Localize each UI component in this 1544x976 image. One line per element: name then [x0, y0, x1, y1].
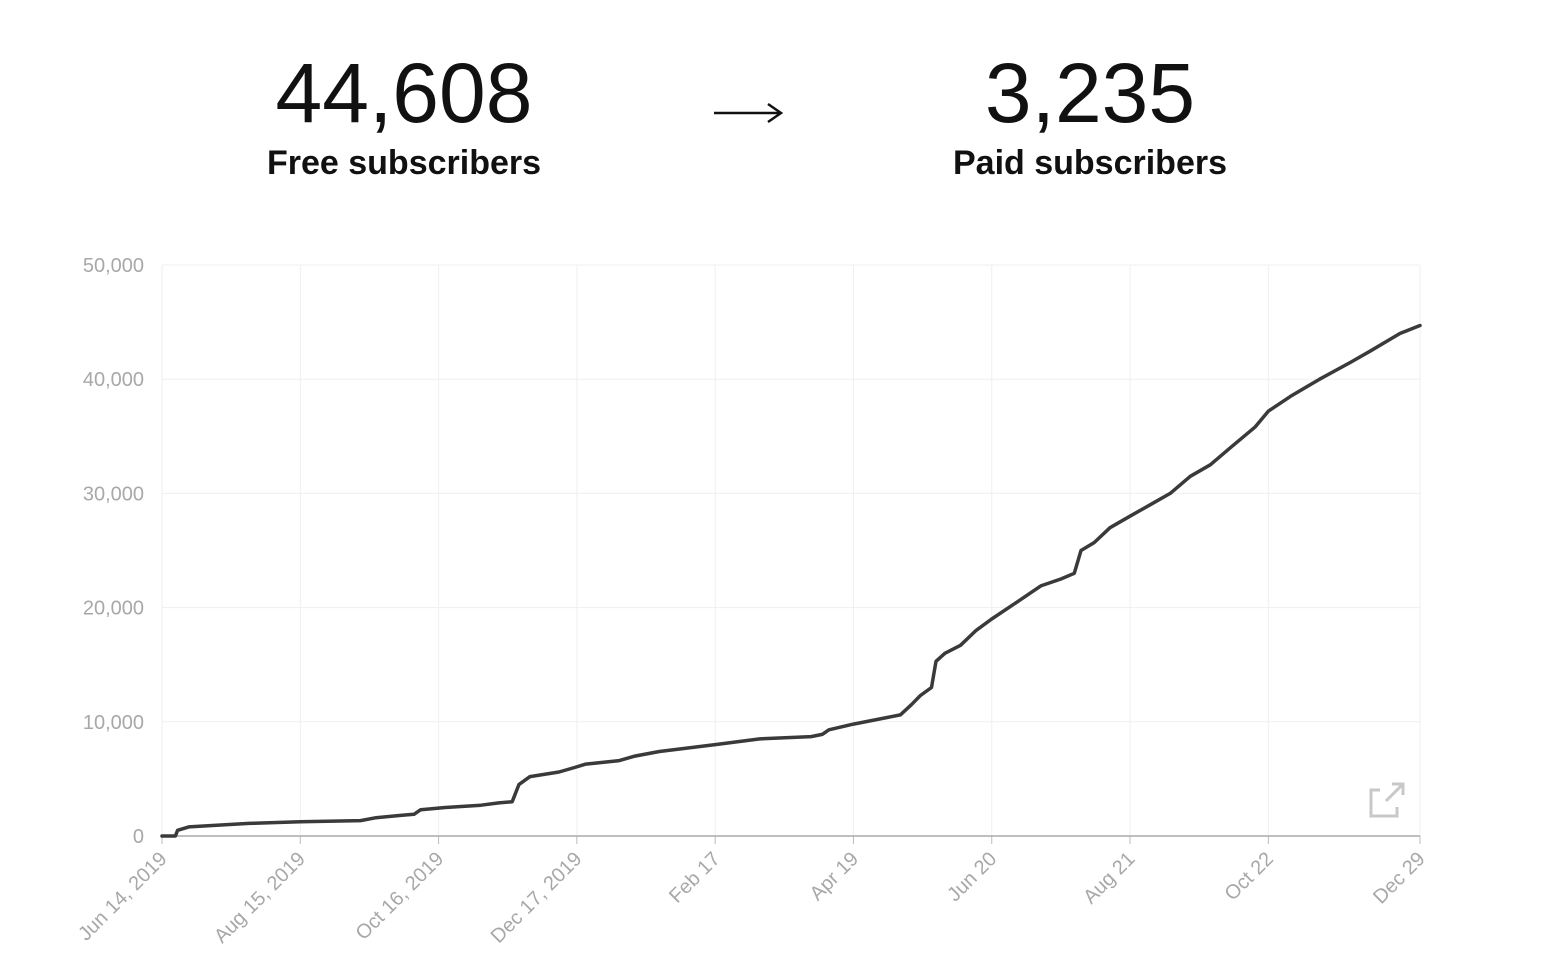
x-tick-label: Aug 15, 2019	[210, 848, 310, 948]
x-tick-label: Feb 17	[665, 848, 725, 908]
x-tick-label: Dec 29	[1369, 848, 1429, 908]
y-tick-label: 30,000	[83, 483, 144, 505]
x-tick-label: Oct 22	[1221, 848, 1278, 905]
y-tick-label: 20,000	[83, 598, 144, 620]
x-tick-label: Jun 20	[943, 848, 1001, 906]
line-series	[160, 323, 1422, 838]
free-count: 44,608	[276, 46, 533, 140]
x-tick-label: Jun 14, 2019	[74, 848, 171, 945]
arrow	[714, 102, 784, 124]
paid-count: 3,235	[985, 46, 1195, 140]
y-tick-label: 50,000	[83, 255, 144, 277]
y-tick-label: 40,000	[83, 369, 144, 391]
y-tick-label: 0	[133, 826, 144, 848]
x-tick-label: Oct 16, 2019	[352, 848, 449, 945]
paid-label: Paid subscribers	[953, 144, 1227, 182]
y-tick-label: 10,000	[83, 712, 144, 734]
x-tick-label: Dec 17, 2019	[487, 848, 587, 948]
expand-icon[interactable]	[1369, 782, 1405, 818]
x-tick-label: Aug 21	[1079, 848, 1139, 908]
free-label: Free subscribers	[267, 144, 541, 182]
x-tick-label: Apr 19	[806, 848, 863, 905]
